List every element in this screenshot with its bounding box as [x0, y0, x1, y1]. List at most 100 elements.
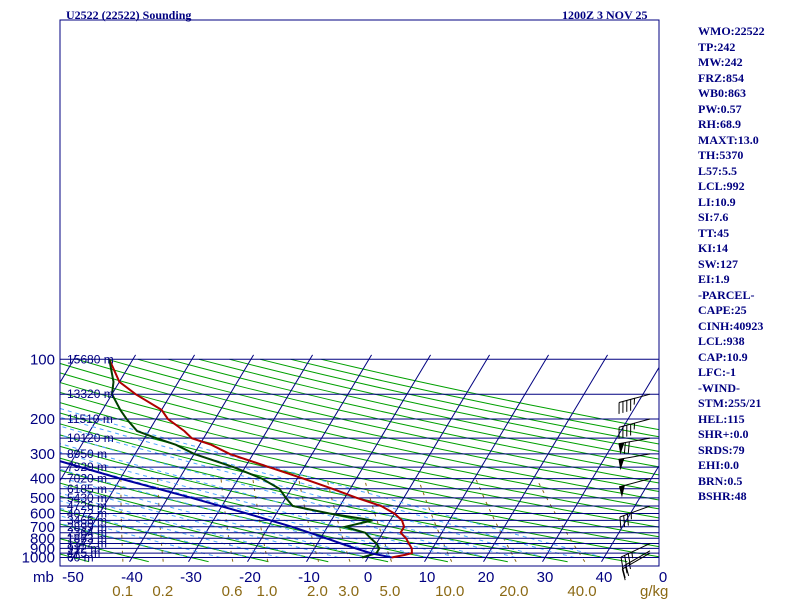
- dry-adiabat-line: [60, 423, 659, 558]
- pressure-tick-label: 500: [30, 490, 55, 507]
- pressure-tick-label: 700: [30, 519, 55, 536]
- wind-barb: [618, 393, 651, 414]
- index-item: RH:68.9: [698, 117, 741, 131]
- wind-barb-half-flag: [625, 566, 628, 574]
- pressure-tick-label: 300: [30, 446, 55, 463]
- wind-barb-flag: [623, 515, 626, 528]
- dry-adiabat-line: [60, 457, 508, 563]
- height-label: 4072 m: [67, 507, 107, 521]
- wind-barb-staff: [622, 550, 651, 568]
- height-label: 4726 m: [67, 499, 107, 513]
- height-label: 2364 m: [67, 526, 107, 540]
- mixing-ratio-tick-label: 20.0: [499, 583, 528, 600]
- index-item: EHI:0.0: [698, 458, 740, 472]
- mixing-ratio-tick-label: 3.0: [338, 583, 359, 600]
- height-label: 1372 m: [67, 537, 107, 551]
- temperature-tick-label: -30: [180, 569, 202, 586]
- pressure-tick-label: 400: [30, 471, 55, 488]
- mixing-ratio-tick-label: 1.0: [257, 583, 278, 600]
- mixing-ratio-tick-label: 0.6: [222, 583, 243, 600]
- temperature-tick-label: 40: [596, 569, 613, 586]
- height-label: 11510 m: [67, 412, 113, 426]
- temperature-tick-label: 10: [419, 569, 436, 586]
- index-item: TT:45: [698, 225, 730, 240]
- dry-adiabat-line: [60, 391, 659, 528]
- index-item: LFC:-1: [698, 365, 736, 379]
- index-item: CAP:10.9: [698, 349, 748, 364]
- dry-adiabat-line: [229, 358, 659, 452]
- moist-adiabat-line: [60, 451, 457, 558]
- mixing-ratio-tick-label: 5.0: [380, 583, 401, 600]
- height-label: 912 m: [67, 541, 100, 555]
- height-label: 13320 m: [67, 387, 114, 401]
- wind-barb-half-flag: [631, 551, 634, 559]
- pressure-tick-label: 600: [30, 506, 55, 523]
- pressure-tick-label: 900: [30, 540, 55, 557]
- index-item: L57:5.5: [698, 163, 737, 178]
- dry-adiabat-line: [60, 362, 659, 501]
- temperature-tick-label: 30: [537, 569, 554, 586]
- temperature-tick-label: 0: [659, 569, 667, 586]
- wind-barb-flag: [623, 442, 626, 454]
- moist-adiabat-line: [60, 416, 575, 558]
- dry-adiabat-line: [260, 358, 659, 445]
- mixing-ratio-tick-label: 0.1: [112, 583, 133, 600]
- index-item: LI:10.9: [698, 194, 736, 209]
- index-item: SHR+:0.0: [698, 427, 749, 441]
- mixing-ratio-line: [298, 478, 319, 562]
- dry-adiabat-line: [60, 495, 329, 563]
- temperature-tick-label: -10: [298, 569, 320, 586]
- moist-adiabat-line: [60, 476, 369, 558]
- dry-adiabat-line: [60, 381, 659, 519]
- dewpoint-trace: [108, 359, 381, 559]
- temperature-tick-label: -20: [239, 569, 261, 586]
- dry-adiabat-line: [0, 359, 29, 561]
- moist-adiabat-line: [60, 434, 516, 558]
- index-item: TP:242: [698, 39, 736, 54]
- mixing-ratio-line: [326, 478, 351, 562]
- mixing-ratio-line: [363, 478, 392, 562]
- pressure-unit-label: mb: [33, 569, 54, 586]
- wind-barb-staff: [619, 505, 651, 518]
- sounding-indices-panel: WMO:22522 TP:242 MW:242 FRZ:854 WB0:863 PW:0.…: [698, 24, 765, 505]
- index-item: WB0:863: [698, 86, 746, 100]
- mixing-ratio-line: [417, 478, 453, 562]
- index-item: FRZ:854: [698, 70, 744, 85]
- mixing-ratio-line: [536, 478, 586, 562]
- wind-barb: [619, 505, 651, 529]
- index-item: SI:7.6: [698, 210, 729, 224]
- height-label: 475 m: [67, 546, 100, 560]
- height-label: 6185 m: [67, 482, 107, 496]
- isotherm-line: [60, 354, 136, 482]
- height-label: 5430 m: [67, 491, 107, 505]
- dry-adiabat-line: [60, 372, 659, 510]
- index-item: BSHR:48: [698, 489, 747, 503]
- temperature-tick-label: -50: [62, 569, 84, 586]
- dry-adiabat-line: [168, 358, 659, 468]
- mixing-ratio-tick-label: 10.0: [435, 583, 464, 600]
- mixing-ratio-tick-label: 2.0: [307, 583, 328, 600]
- plot-frame: [59, 19, 660, 567]
- index-item: CINH:40923: [698, 318, 764, 333]
- moist-adiabat-line: [60, 492, 310, 558]
- index-item: BRN:0.5: [698, 473, 743, 488]
- dry-adiabat-line: [60, 538, 149, 563]
- index-item: SW:127: [698, 256, 739, 271]
- pressure-tick-label: 100: [30, 351, 55, 368]
- mixing-ratio-line: [120, 478, 124, 562]
- mixing-ratio-unit-label: g/kg: [640, 583, 668, 600]
- mixing-ratio-axis: 0.1 0.2 0.6 1.0 2.0 3.0 5.0 10.0 20.0 40.0: [112, 583, 596, 600]
- index-item: EI:1.9: [698, 272, 730, 286]
- index-item: MAXT:13.0: [698, 132, 759, 147]
- wind-barb-pennant: [619, 485, 625, 498]
- height-label: 15680 m: [67, 352, 114, 366]
- isotherm-line: [542, 366, 659, 562]
- index-item: WMO:22522: [698, 24, 765, 38]
- height-label: 10120 m: [67, 431, 114, 445]
- wind-barb: [618, 453, 651, 471]
- temperature-trace: [108, 358, 413, 559]
- index-item: -WIND-: [698, 380, 740, 395]
- mixing-ratio-line: [475, 478, 517, 562]
